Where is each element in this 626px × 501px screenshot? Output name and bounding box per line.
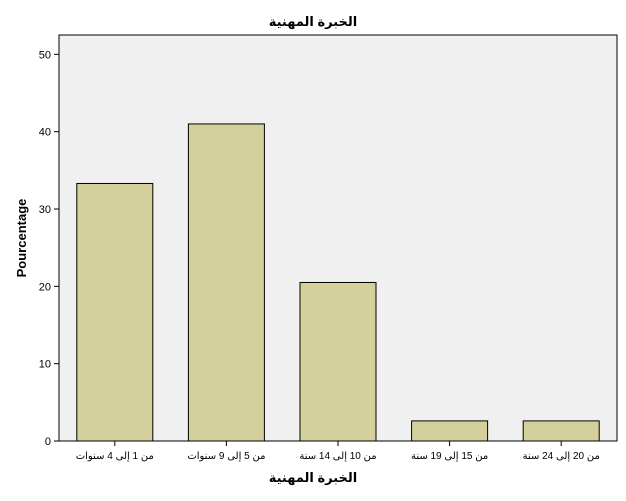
x-tick-label-3: من 15 إلى 19 سنة [411, 451, 488, 462]
bar-3 [411, 420, 489, 442]
bar-0 [76, 182, 154, 442]
chart-title: الخبرة المهنية [269, 14, 358, 29]
y-axis: 0 10 20 30 40 50 [39, 49, 59, 448]
bars [76, 123, 600, 442]
x-tick-label-1: من 5 إلى 9 سنوات [187, 451, 265, 462]
y-tick-label-5: 50 [39, 49, 51, 61]
y-axis-label: Pourcentage [14, 199, 29, 278]
y-tick-label-3: 30 [39, 204, 51, 216]
bar-1 [187, 123, 265, 442]
bar-2 [299, 281, 377, 442]
x-axis: من 1 إلى 4 سنوات من 5 إلى 9 سنوات من 10 إل… [76, 441, 600, 462]
x-tick-label-4: من 20 إلى 24 سنة [523, 451, 600, 462]
x-tick-label-0: من 1 إلى 4 سنوات [76, 451, 154, 462]
x-axis-label: الخبرة المهنية [269, 470, 358, 485]
x-tick-label-2: من 10 إلى 14 سنة [299, 451, 376, 462]
y-tick-label-4: 40 [39, 127, 51, 139]
y-tick-label-2: 20 [39, 281, 51, 293]
bar-4 [522, 420, 600, 442]
y-tick-label-1: 10 [39, 359, 51, 371]
y-tick-label-0: 0 [45, 436, 51, 448]
